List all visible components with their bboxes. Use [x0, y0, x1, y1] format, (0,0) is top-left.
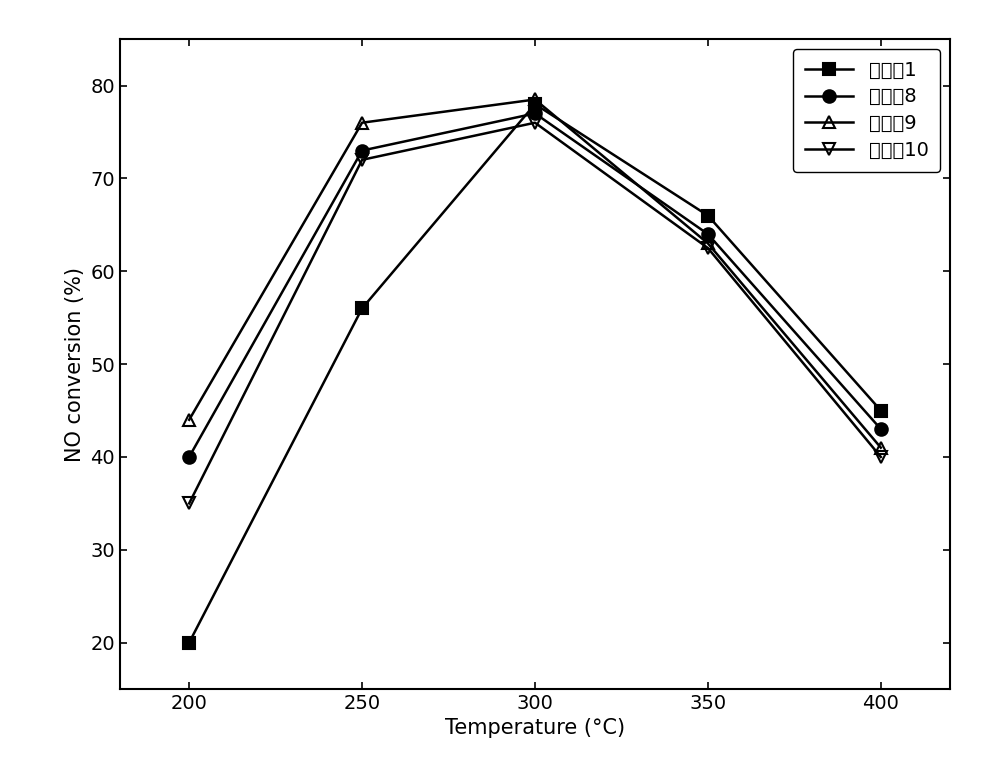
催化兡1 — [183, 638, 195, 648]
催化兡8 — [529, 109, 541, 118]
催化剢10 — [875, 453, 887, 462]
催化兡1 — [356, 304, 368, 313]
催化兡9 — [875, 443, 887, 453]
Line: 催化剢10: 催化剢10 — [183, 117, 887, 510]
Legend: 催化兡1, 催化兡8, 催化兡9, 催化剢10: 催化兡1, 催化兡8, 催化兡9, 催化剢10 — [793, 49, 940, 171]
催化兡1 — [702, 211, 714, 220]
催化兡1 — [529, 99, 541, 109]
催化兡8 — [702, 229, 714, 239]
催化剢10 — [356, 155, 368, 164]
催化剢10 — [529, 118, 541, 128]
催化兡9 — [356, 118, 368, 128]
Line: 催化兡9: 催化兡9 — [183, 93, 887, 454]
催化剢10 — [183, 499, 195, 508]
催化兡1 — [875, 406, 887, 415]
Line: 催化兡1: 催化兡1 — [183, 98, 887, 649]
催化兡9 — [183, 415, 195, 424]
催化兡8 — [356, 146, 368, 155]
Line: 催化兡8: 催化兡8 — [183, 107, 887, 464]
催化兡9 — [702, 239, 714, 248]
催化剢10 — [702, 244, 714, 253]
X-axis label: Temperature (°C): Temperature (°C) — [445, 719, 625, 738]
催化兡8 — [875, 424, 887, 434]
Y-axis label: NO conversion (%): NO conversion (%) — [65, 266, 85, 462]
催化兡9 — [529, 95, 541, 104]
催化兡8 — [183, 453, 195, 462]
